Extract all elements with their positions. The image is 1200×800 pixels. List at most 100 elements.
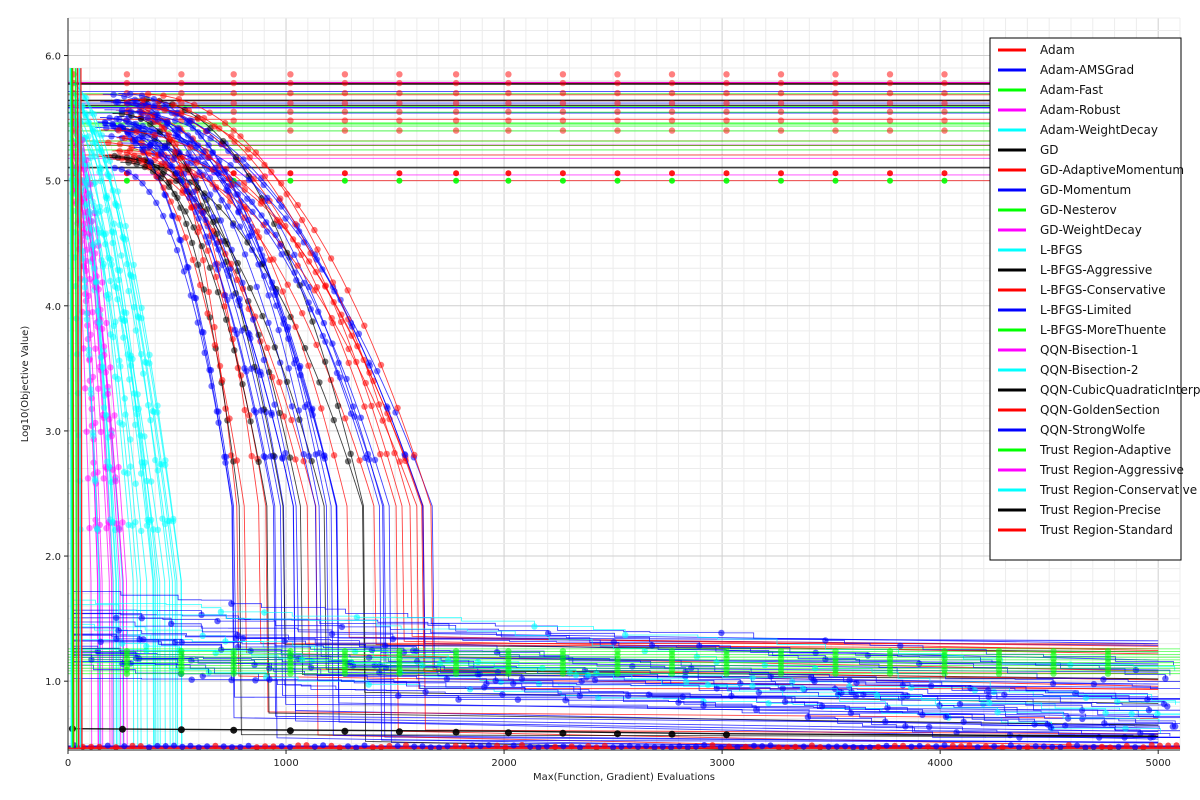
trajectory-marker — [136, 108, 143, 116]
trajectory-marker — [119, 725, 126, 733]
trajectory-marker — [109, 239, 116, 247]
trajectory-marker — [90, 139, 98, 146]
trajectory-marker — [278, 203, 285, 210]
trajectory-marker — [161, 106, 168, 114]
trajectory-marker — [264, 344, 271, 351]
trajectory-marker — [177, 726, 185, 734]
x-tick-label: 0 — [65, 758, 71, 769]
trajectory-marker — [505, 117, 512, 124]
trajectory-marker — [887, 170, 893, 177]
trajectory-marker — [200, 209, 207, 217]
trajectory-marker — [151, 131, 158, 139]
trajectory-marker — [81, 284, 89, 291]
trajectory-marker — [183, 187, 190, 195]
trajectory-marker — [366, 456, 373, 463]
trajectory-marker — [723, 647, 730, 655]
trajectory-marker — [614, 127, 621, 134]
trajectory-marker — [240, 180, 248, 187]
trajectory-marker — [941, 742, 948, 749]
trajectory-marker — [1165, 742, 1172, 749]
trajectory-marker — [100, 404, 108, 411]
trajectory-marker — [559, 79, 567, 87]
trajectory-marker — [187, 144, 194, 151]
trajectory-marker — [172, 148, 179, 156]
trajectory-marker — [138, 157, 145, 164]
trajectory-marker — [1132, 744, 1139, 750]
y-tick-label: 4.0 — [45, 302, 61, 313]
x-tick-label: 1000 — [273, 758, 298, 769]
trajectory-marker — [559, 89, 567, 97]
trajectory-marker — [1007, 742, 1014, 749]
trajectory-marker — [154, 467, 161, 474]
trajectory-marker — [227, 197, 234, 205]
trajectory-marker — [505, 177, 512, 184]
trajectory-marker — [241, 365, 248, 372]
trajectory-marker — [341, 108, 349, 116]
trajectory-marker — [832, 127, 839, 134]
trajectory-marker — [92, 345, 99, 352]
tail-trajectory-line — [72, 599, 1176, 671]
trajectory-marker — [113, 744, 119, 750]
trajectory-marker — [202, 233, 210, 240]
tail-trajectory-line — [72, 664, 1180, 732]
trajectory-marker — [248, 198, 256, 205]
trajectory-marker — [127, 463, 134, 470]
trajectory-marker — [206, 109, 213, 116]
trajectory-marker — [108, 432, 116, 440]
trajectory-marker — [305, 453, 313, 460]
trajectory-marker — [233, 276, 241, 283]
trajectory-marker — [348, 323, 356, 330]
trajectory-marker — [341, 127, 349, 134]
trajectory-marker — [668, 79, 676, 87]
legend-entry: GD-Nesterov — [1040, 203, 1117, 217]
black-trajectory-line — [72, 728, 1159, 737]
trajectory-marker — [96, 743, 103, 750]
trajectory-marker — [1050, 647, 1057, 655]
trajectory-marker — [105, 291, 112, 298]
trajectory-marker — [219, 261, 226, 269]
trajectory-marker — [321, 452, 328, 459]
trajectory-marker — [383, 450, 390, 458]
trajectory-marker — [535, 744, 542, 750]
trajectory-marker — [225, 147, 232, 155]
trajectory-marker — [97, 145, 104, 153]
trajectory-marker — [355, 330, 363, 337]
trajectory-marker — [197, 133, 205, 140]
trajectory-marker — [204, 247, 211, 254]
trajectory-marker — [125, 169, 132, 176]
trajectory-marker — [194, 184, 201, 192]
trajectory-marker — [453, 170, 460, 177]
trajectory-marker — [178, 89, 185, 97]
trajectory-marker — [751, 742, 757, 749]
trajectory-marker — [252, 149, 260, 156]
trajectory-marker — [245, 176, 253, 184]
trajectory-marker — [292, 356, 299, 363]
trajectory-marker — [220, 137, 227, 145]
trajectory-marker — [131, 152, 138, 159]
trajectory-marker — [941, 71, 948, 78]
trajectory-marker — [144, 516, 151, 523]
trajectory-marker — [88, 149, 96, 156]
trajectory-marker — [230, 71, 237, 78]
trajectory-marker — [345, 359, 352, 367]
trajectory-marker — [271, 401, 278, 408]
trajectory-marker — [208, 382, 215, 390]
initial-drop-line — [80, 68, 83, 748]
trajectory-marker — [192, 295, 199, 302]
trajectory-marker — [777, 79, 785, 87]
trajectory-marker — [832, 108, 839, 116]
trajectory-marker — [263, 228, 271, 235]
trajectory-marker — [138, 527, 145, 535]
trajectory-marker — [875, 743, 882, 750]
trajectory-marker — [110, 322, 118, 330]
trajectory-marker — [452, 79, 460, 87]
trajectory-marker — [375, 401, 383, 408]
trajectory-marker — [90, 111, 98, 118]
trajectory-marker — [452, 89, 460, 97]
trajectory-marker — [227, 260, 235, 267]
trajectory-marker — [723, 89, 730, 97]
trajectory-marker — [102, 411, 110, 419]
trajectory-marker — [292, 456, 299, 463]
trajectory-marker — [204, 743, 211, 750]
initial-drop-line — [70, 68, 74, 748]
